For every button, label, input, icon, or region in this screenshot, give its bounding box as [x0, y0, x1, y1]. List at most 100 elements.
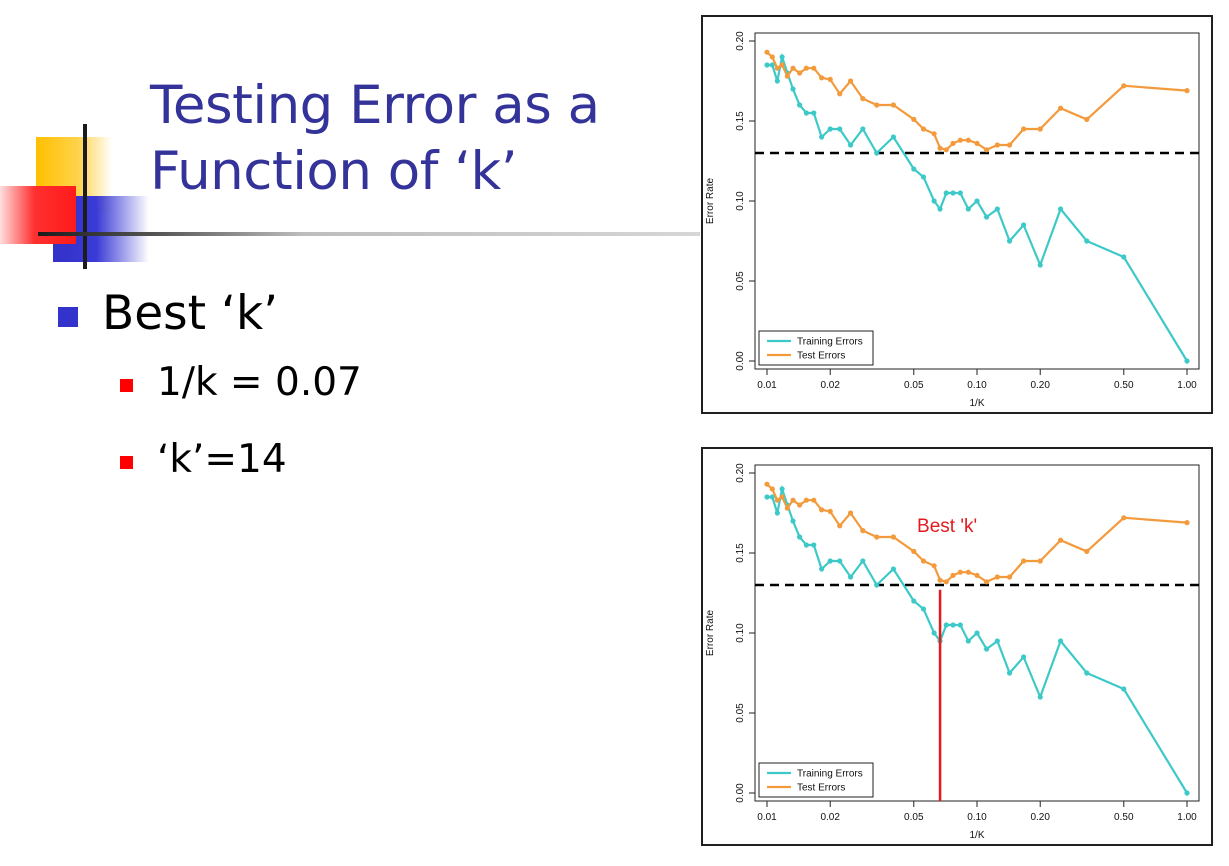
data-point — [827, 558, 833, 564]
x-tick-label: 0.20 — [1030, 812, 1050, 823]
data-point — [790, 86, 796, 92]
sub-bullet-inverse-k-text: 1/k = 0.07 — [157, 360, 362, 405]
y-axis-label: Error Rate — [705, 610, 716, 657]
data-point — [1121, 686, 1127, 692]
y-tick-label: 0.20 — [735, 463, 746, 483]
data-point — [769, 62, 775, 68]
series-test-errors — [764, 481, 1190, 585]
data-point — [950, 622, 956, 628]
data-point — [920, 126, 927, 132]
data-point — [837, 558, 843, 564]
data-point — [797, 70, 803, 76]
data-point — [937, 577, 943, 583]
data-point — [847, 574, 854, 580]
data-point — [931, 563, 937, 569]
data-point — [965, 206, 971, 212]
data-point — [957, 622, 963, 628]
data-point — [965, 569, 971, 575]
data-point — [874, 534, 880, 540]
x-tick-label: 0.20 — [1030, 380, 1050, 391]
data-point — [811, 497, 817, 503]
data-point — [797, 102, 803, 108]
legend-box — [758, 762, 874, 798]
data-point — [779, 494, 785, 500]
data-point — [860, 126, 866, 132]
data-point — [1037, 262, 1043, 268]
series-line — [766, 483, 1188, 584]
data-point — [1037, 126, 1043, 132]
data-point — [920, 174, 927, 180]
data-point — [790, 65, 796, 71]
y-tick-label: 0.10 — [735, 623, 746, 643]
data-point — [1121, 254, 1127, 260]
x-axis: 0.01 0.02 0.05 0.10 0.20 0.50 1.00 1/K — [757, 801, 1197, 841]
x-tick-label: 1.00 — [1177, 380, 1197, 391]
data-point — [819, 75, 825, 81]
data-point — [769, 486, 775, 492]
x-tick-label: 0.10 — [967, 380, 987, 391]
legend-label: Training Errors — [797, 337, 863, 348]
x-tick-label: 1.00 — [1177, 812, 1197, 823]
data-point — [860, 96, 866, 102]
data-point — [774, 510, 780, 516]
y-tick-label: 0.20 — [735, 31, 746, 51]
legend: Training Errors Test Errors — [758, 330, 874, 366]
decorative-vertical-rule — [83, 124, 87, 269]
data-point — [803, 110, 809, 116]
series-training-errors — [764, 484, 1190, 796]
data-point — [911, 598, 917, 604]
data-point — [790, 518, 796, 524]
series-test-errors — [764, 49, 1190, 153]
data-point — [811, 542, 817, 548]
data-point — [1184, 790, 1190, 796]
data-point — [1084, 116, 1090, 122]
data-point — [811, 110, 817, 116]
data-point — [819, 134, 825, 140]
data-point — [943, 190, 949, 196]
data-point — [931, 131, 937, 137]
data-point — [983, 147, 990, 153]
x-axis: 0.01 0.02 0.05 0.10 0.20 0.50 1.00 1/K — [757, 369, 1197, 409]
data-point — [1057, 537, 1064, 543]
data-point — [911, 548, 917, 554]
data-point — [847, 142, 854, 148]
data-point — [1057, 105, 1064, 111]
data-point — [1021, 222, 1027, 228]
data-point — [950, 190, 956, 196]
bullet-best-k-text: Best ‘k’ — [102, 286, 279, 341]
sub-bullet-k-value-text: ‘k’=14 — [157, 437, 287, 482]
best-k-annotation: Best 'k' — [917, 516, 977, 537]
data-point — [837, 523, 843, 529]
data-point — [784, 505, 790, 511]
y-axis: 0.00 0.05 0.10 0.15 0.20 Error Rate — [705, 463, 755, 803]
data-point — [1006, 238, 1013, 244]
data-point — [911, 166, 917, 172]
data-point — [1184, 520, 1190, 526]
legend-box — [758, 330, 874, 366]
bullet-square-icon — [58, 306, 78, 327]
error-rate-chart-top: 0.01 0.02 0.05 0.10 0.20 0.50 1.00 1/K 0.00 0.05 0… — [701, 15, 1213, 414]
data-point — [1021, 654, 1027, 660]
data-point — [819, 507, 825, 513]
data-point — [1057, 206, 1064, 212]
data-point — [1006, 574, 1013, 580]
data-point — [769, 494, 775, 500]
sub-bullet-inverse-k: 1/k = 0.07 — [120, 360, 362, 405]
data-point — [1021, 558, 1027, 564]
error-rate-chart-bottom: 0.01 0.02 0.05 0.10 0.20 0.50 1.00 1/K 0.00 0.05 0… — [701, 447, 1213, 846]
slide-title: Testing Error as a Function of ‘k’ — [150, 73, 690, 205]
data-point — [957, 190, 963, 196]
data-point — [803, 65, 809, 71]
data-point — [931, 630, 937, 636]
data-point — [1184, 358, 1190, 364]
data-point — [890, 566, 897, 572]
data-point — [1184, 88, 1190, 94]
data-point — [994, 638, 1000, 644]
sub-bullet-square-icon — [120, 379, 133, 392]
data-point — [811, 65, 817, 71]
data-point — [764, 49, 770, 55]
data-point — [769, 54, 775, 60]
data-point — [983, 214, 990, 220]
data-point — [950, 140, 956, 146]
data-point — [994, 206, 1000, 212]
